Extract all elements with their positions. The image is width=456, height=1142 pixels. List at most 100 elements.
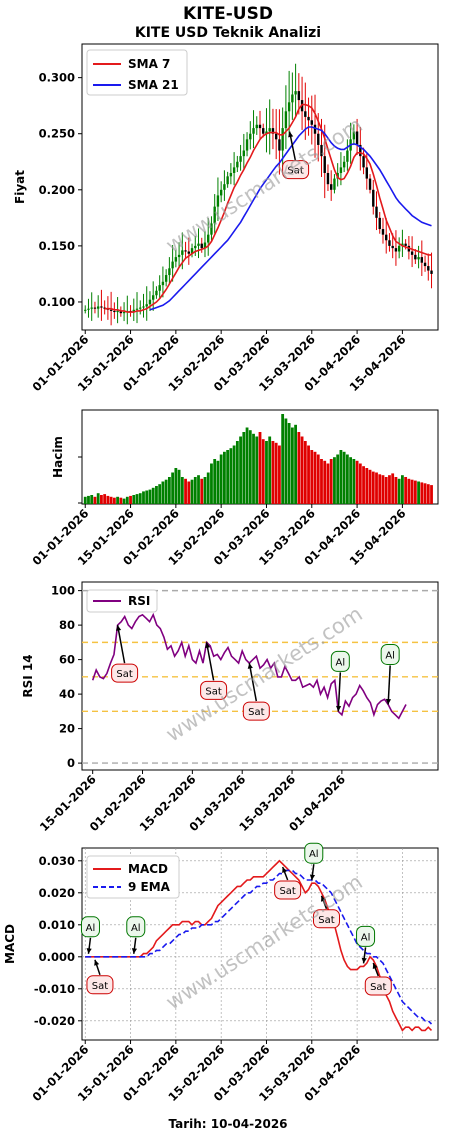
macd-ytick-label: -0.020 <box>34 1014 75 1028</box>
volume-bar <box>213 459 217 504</box>
volume-ylabel: Hacim <box>51 436 65 478</box>
rsi-annot-1-arrow <box>205 642 215 681</box>
volume-bar <box>345 454 349 504</box>
candle-body <box>213 206 216 224</box>
macd-line <box>85 859 433 1032</box>
macd-annot-6-label: Al <box>361 932 371 943</box>
candle-body <box>368 178 372 190</box>
candle-body <box>281 128 284 151</box>
candle-body <box>307 116 310 121</box>
volume-bar <box>148 489 152 504</box>
volume-bar <box>197 475 200 504</box>
volume-bar <box>404 477 408 504</box>
candle-body <box>352 131 356 140</box>
candle-body <box>284 111 288 129</box>
candle-body <box>229 172 233 177</box>
candle-body <box>278 139 281 151</box>
macd-annot-2-arrowhead <box>131 948 138 954</box>
volume-bar <box>368 469 372 504</box>
candle-body <box>100 306 103 308</box>
volume-bar <box>129 495 132 504</box>
candle-body <box>223 184 226 190</box>
candle-body <box>388 240 391 246</box>
macd-ytick-label: 0.020 <box>39 886 75 900</box>
macd-annot-4-box <box>304 842 324 864</box>
volume-bar <box>223 451 226 504</box>
candle-body <box>155 290 158 296</box>
rsi-annot-2-label: Sat <box>248 707 264 718</box>
volume-bar <box>265 441 268 504</box>
macd-annot-4-label: Al <box>309 849 319 860</box>
macd-annot-2-box <box>126 916 146 938</box>
volume-bar <box>190 479 194 504</box>
volume-bar <box>145 490 149 504</box>
volume-bar <box>342 451 346 504</box>
macd-annot-5-arrowhead <box>320 895 326 902</box>
volume-bar <box>281 414 285 504</box>
volume-bar <box>287 423 291 504</box>
macd-annot-0-box <box>80 916 100 938</box>
candle-body <box>194 245 197 249</box>
candle-body <box>394 248 398 252</box>
macd-annot-0-arrowhead <box>86 948 92 954</box>
candle-body <box>90 307 93 309</box>
rsi-frame <box>81 581 439 771</box>
candle-body <box>359 144 362 157</box>
volume-bar <box>278 445 281 504</box>
volume-bar <box>187 481 191 504</box>
macd-annot-7-label: Sat <box>370 982 386 993</box>
macd-frame <box>81 847 439 1041</box>
volume-bar <box>235 441 239 504</box>
candle-body <box>258 124 262 129</box>
price-ytick-label: 0.250 <box>39 127 75 141</box>
macd-annot-6-box <box>356 925 376 947</box>
legend-rsi-label: RSI <box>128 594 150 608</box>
volume-bar <box>284 418 288 504</box>
candle-body <box>323 156 326 173</box>
macd-ylabel: MACD <box>3 924 17 964</box>
candle-body <box>372 189 375 207</box>
candle-body <box>385 234 388 241</box>
volume-bar <box>261 439 265 504</box>
volume-bar <box>232 445 236 504</box>
volume-bar <box>151 487 155 504</box>
candle-body <box>219 189 223 196</box>
rsi-annot-4-arrow <box>387 665 391 705</box>
volume-bar <box>420 482 424 504</box>
rsi-annot-1-box <box>200 680 228 700</box>
rsi-annot-3-arrow <box>337 672 342 712</box>
candle-body <box>297 91 301 101</box>
macd-annot-3-arrowhead <box>282 867 288 873</box>
macd-annot-2-label: Al <box>131 923 141 934</box>
volume-bar <box>413 480 417 504</box>
candle-body <box>109 309 113 311</box>
candle-body <box>291 94 294 103</box>
candle-body <box>330 184 333 190</box>
candle-body <box>397 245 401 252</box>
volume-bar <box>394 477 398 504</box>
price-ytick-label: 0.150 <box>39 239 75 253</box>
volume-bar <box>290 427 294 504</box>
volume-bar <box>135 494 139 504</box>
macd-ytick-label: 0.030 <box>39 854 75 868</box>
candle-body <box>139 307 142 309</box>
price-ytick-label: 0.200 <box>39 183 75 197</box>
volume-bar <box>407 478 411 504</box>
signal-line <box>85 869 433 1025</box>
rsi-annot-2-box <box>242 701 270 721</box>
volume-bar <box>242 432 246 504</box>
candle-body <box>103 307 106 309</box>
macd-annot-3-box <box>274 880 302 900</box>
macd-annot-1-box <box>86 975 114 995</box>
volume-bar <box>122 498 126 504</box>
candle-body <box>362 156 365 168</box>
volume-bar <box>303 441 307 504</box>
volume-bar <box>323 460 327 504</box>
volume-bar <box>274 442 278 504</box>
candle-body <box>200 243 203 249</box>
candle-body <box>304 111 307 117</box>
price-sat-arrowhead <box>288 131 294 138</box>
candle-body <box>401 243 404 246</box>
volume-bar <box>119 497 123 504</box>
volume-bar <box>371 471 375 504</box>
